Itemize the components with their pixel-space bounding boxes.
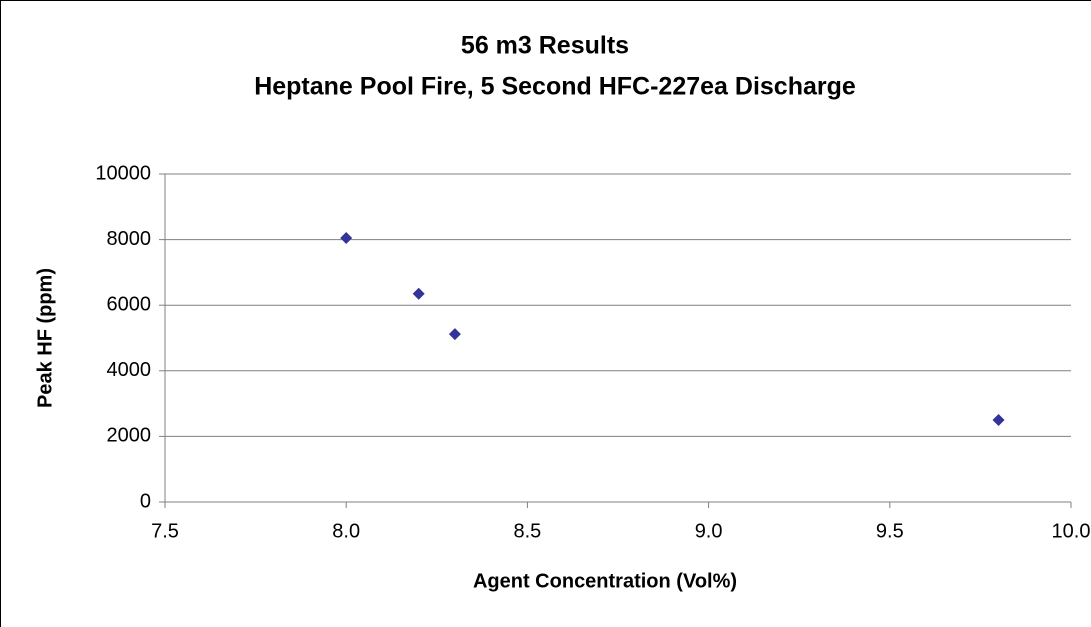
chart-subtitle: Heptane Pool Fire, 5 Second HFC-227ea Di… [254, 73, 856, 101]
x-tick-label: 8.5 [513, 520, 541, 542]
scatter-point [448, 328, 461, 341]
x-tick-label: 8.0 [332, 520, 360, 542]
y-tick-label: 10000 [95, 162, 151, 184]
y-tick-label: 4000 [107, 359, 152, 381]
y-tick-label: 8000 [107, 228, 152, 250]
y-tick-label: 6000 [107, 293, 152, 315]
y-tick-label: 2000 [107, 425, 152, 447]
x-axis-title: Agent Concentration (Vol%) [473, 570, 737, 592]
x-tick-label: 7.5 [151, 520, 179, 542]
scatter-point [412, 287, 425, 300]
x-tick-label: 9.0 [695, 520, 723, 542]
x-tick-label: 9.5 [876, 520, 904, 542]
scatter-point [992, 414, 1005, 426]
chart-title: 56 m3 Results [461, 32, 629, 60]
y-axis-title: Peak HF (ppm) [34, 268, 56, 408]
x-tick-label: 10.0 [1052, 520, 1091, 542]
scatter-point [340, 231, 353, 244]
y-tick-label: 0 [140, 490, 151, 512]
